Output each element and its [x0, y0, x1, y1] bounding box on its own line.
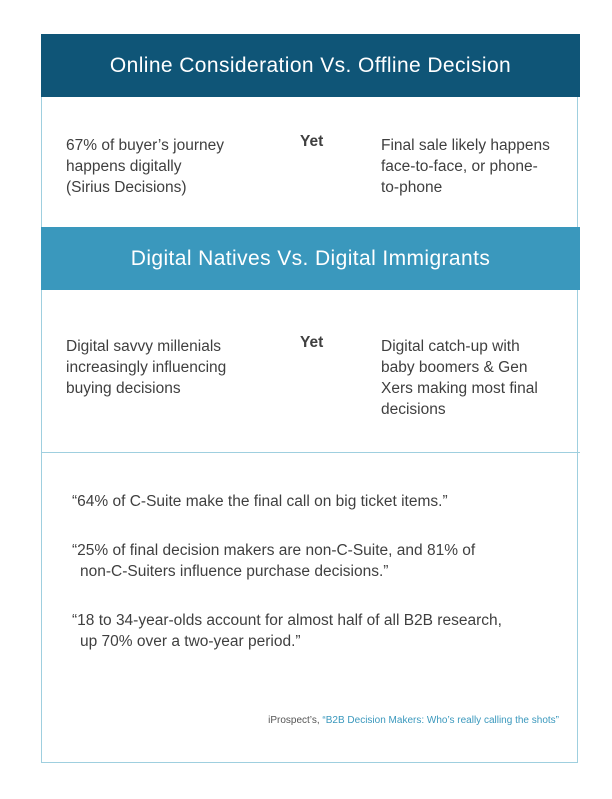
- text-line: decisions: [381, 401, 446, 418]
- quote-item: “25% of final decision makers are non-C-…: [72, 540, 552, 582]
- text-line: Xers making most final: [381, 380, 538, 397]
- text-line: buying decisions: [66, 380, 181, 397]
- section-1-title: Online Consideration Vs. Offline Decisio…: [109, 53, 512, 77]
- section-2-yet-label: Yet: [300, 334, 324, 351]
- quote-text: “18 to 34-year-olds account for almost h…: [72, 612, 502, 629]
- section-1-row: 67% of buyer’s journey happens digitally…: [42, 97, 577, 227]
- section-2-row: Digital savvy millenials increasingly in…: [42, 290, 577, 452]
- source-citation: iProspect’s, “B2B Decision Makers: Who’s…: [268, 715, 559, 726]
- section-1-left-text: 67% of buyer’s journey happens digitally…: [66, 135, 261, 198]
- text-line: happens digitally: [66, 158, 182, 175]
- text-line: Final sale likely happens: [381, 137, 550, 154]
- text-line: to-phone: [381, 179, 443, 196]
- section-2-left-text: Digital savvy millenials increasingly in…: [66, 336, 261, 399]
- section-1-right-text: Final sale likely happens face-to-face, …: [381, 135, 571, 198]
- text-line: increasingly influencing: [66, 359, 227, 376]
- source-prefix: iProspect’s,: [268, 715, 323, 726]
- source-title-link[interactable]: “B2B Decision Makers: Who’s really calli…: [322, 715, 559, 726]
- infographic-frame: Online Consideration Vs. Offline Decisio…: [41, 34, 580, 763]
- quote-text-continued: non-C-Suiters influence purchase decisio…: [80, 563, 389, 580]
- text-line: Digital catch-up with: [381, 338, 520, 355]
- text-line: (Sirius Decisions): [66, 179, 187, 196]
- section-2-right-text: Digital catch-up with baby boomers & Gen…: [381, 336, 571, 420]
- quotes-list: “64% of C-Suite make the final call on b…: [72, 491, 552, 680]
- quote-text: “25% of final decision makers are non-C-…: [72, 542, 476, 559]
- text-line: 67% of buyer’s journey: [66, 137, 224, 154]
- quote-text-continued: up 70% over a two-year period.”: [80, 633, 301, 650]
- text-line: face-to-face, or phone-: [381, 158, 538, 175]
- section-divider: [41, 452, 580, 453]
- text-line: Digital savvy millenials: [66, 338, 222, 355]
- quote-text: “64% of C-Suite make the final call on b…: [72, 493, 448, 510]
- section-2-header: Digital Natives Vs. Digital Immigrants: [41, 227, 580, 290]
- section-2-title: Digital Natives Vs. Digital Immigrants: [130, 246, 491, 270]
- quote-item: “64% of C-Suite make the final call on b…: [72, 491, 552, 512]
- text-line: baby boomers & Gen: [381, 359, 528, 376]
- section-1-yet-label: Yet: [300, 133, 324, 150]
- quote-item: “18 to 34-year-olds account for almost h…: [72, 610, 552, 652]
- section-1-header: Online Consideration Vs. Offline Decisio…: [41, 34, 580, 97]
